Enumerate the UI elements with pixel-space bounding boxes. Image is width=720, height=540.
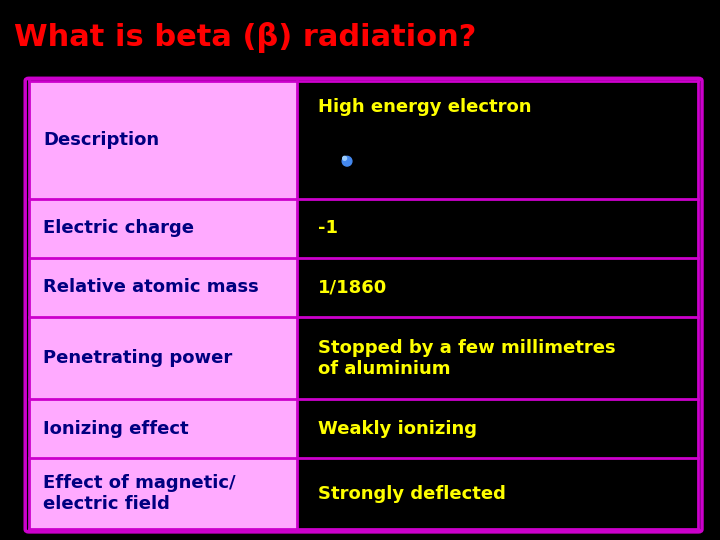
Bar — [29, 81, 297, 199]
Bar — [29, 317, 297, 400]
Bar — [29, 400, 297, 458]
Text: Description: Description — [43, 131, 159, 149]
Text: Ionizing effect: Ionizing effect — [43, 420, 189, 438]
Ellipse shape — [343, 157, 346, 160]
Text: Electric charge: Electric charge — [43, 219, 194, 238]
Ellipse shape — [342, 157, 352, 166]
Bar — [297, 81, 698, 199]
Bar — [297, 400, 698, 458]
Bar — [297, 258, 698, 317]
Text: Penetrating power: Penetrating power — [43, 349, 233, 367]
Text: Stopped by a few millimetres
of aluminium: Stopped by a few millimetres of aluminiu… — [318, 339, 616, 377]
Text: High energy electron: High energy electron — [318, 98, 532, 116]
Bar — [29, 458, 297, 529]
Text: -1: -1 — [318, 219, 338, 238]
Bar — [297, 458, 698, 529]
Bar — [29, 199, 297, 258]
Text: 1/1860: 1/1860 — [318, 279, 387, 296]
Text: Strongly deflected: Strongly deflected — [318, 485, 506, 503]
Text: Relative atomic mass: Relative atomic mass — [43, 279, 259, 296]
Bar — [297, 317, 698, 400]
Text: What is beta (β) radiation?: What is beta (β) radiation? — [14, 22, 477, 52]
Bar — [297, 199, 698, 258]
Text: Effect of magnetic/
electric field: Effect of magnetic/ electric field — [43, 475, 236, 513]
Bar — [29, 258, 297, 317]
Text: Weakly ionizing: Weakly ionizing — [318, 420, 477, 438]
